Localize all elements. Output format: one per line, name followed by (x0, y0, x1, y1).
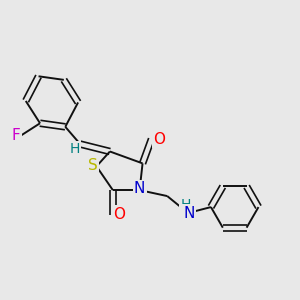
Text: N: N (134, 182, 145, 196)
Text: F: F (12, 128, 21, 143)
Text: S: S (88, 158, 98, 173)
Text: N: N (184, 206, 195, 220)
Text: O: O (153, 132, 165, 147)
Text: H: H (70, 142, 80, 156)
Text: O: O (113, 207, 125, 222)
Text: H: H (181, 198, 191, 212)
